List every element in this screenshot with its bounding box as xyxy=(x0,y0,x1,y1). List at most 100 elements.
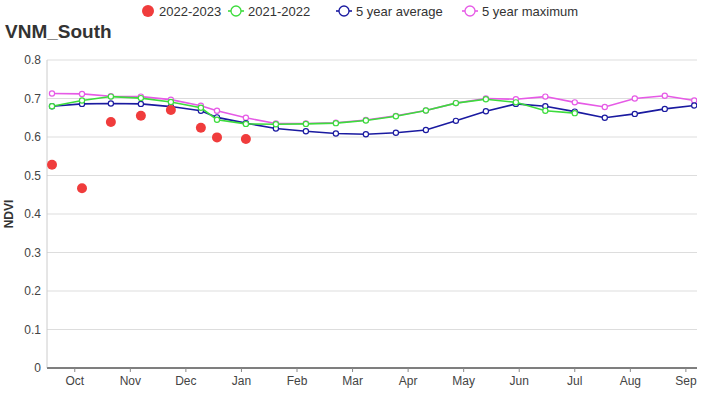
data-point xyxy=(632,111,637,116)
data-point xyxy=(333,121,338,126)
data-point xyxy=(632,96,637,101)
series-line xyxy=(52,97,575,125)
x-tick-label: Apr xyxy=(399,374,418,388)
x-tick-label: Nov xyxy=(120,374,141,388)
grid-line xyxy=(47,368,697,369)
data-point xyxy=(196,123,206,133)
data-point xyxy=(214,108,219,113)
x-tick xyxy=(297,368,298,372)
data-point xyxy=(138,101,143,106)
data-point xyxy=(363,132,368,137)
x-tick xyxy=(74,368,75,372)
data-point xyxy=(453,118,458,123)
data-point xyxy=(662,93,667,98)
data-point xyxy=(513,100,518,105)
data-point xyxy=(243,121,248,126)
y-tick-label: 0.6 xyxy=(24,130,41,144)
x-tick xyxy=(463,368,464,372)
x-tick-label: Aug xyxy=(620,374,641,388)
data-point xyxy=(572,100,577,105)
grid-line xyxy=(47,137,697,138)
data-point xyxy=(273,122,278,127)
grid-line xyxy=(47,252,697,253)
x-tick xyxy=(130,368,131,372)
y-tick-label: 0.1 xyxy=(24,323,41,337)
x-tick xyxy=(685,368,686,372)
data-point xyxy=(77,183,87,193)
y-axis-label: NDVI xyxy=(2,200,16,229)
data-point xyxy=(333,120,338,125)
x-tick xyxy=(630,368,631,372)
x-tick-label: May xyxy=(452,374,475,388)
x-tick xyxy=(574,368,575,372)
grid-line xyxy=(47,60,697,61)
legend-label: 2022-2023 xyxy=(159,4,221,19)
data-point xyxy=(393,130,398,135)
data-point xyxy=(79,91,84,96)
x-tick-label: Sep xyxy=(675,374,697,388)
y-tick-label: 0.8 xyxy=(24,53,41,67)
data-point xyxy=(483,96,488,101)
y-tick-label: 0 xyxy=(34,361,41,375)
chart: VNM_SouthNDVI00.10.20.30.40.50.60.70.8Oc… xyxy=(0,0,726,400)
data-point xyxy=(212,132,222,142)
data-point xyxy=(49,91,54,96)
data-point xyxy=(108,94,113,99)
legend-label: 2021-2022 xyxy=(248,4,310,19)
data-point xyxy=(483,109,488,114)
legend-label: 5 year average xyxy=(356,4,443,19)
y-tick-label: 0.5 xyxy=(24,169,41,183)
x-axis-line xyxy=(47,368,697,369)
data-point xyxy=(138,96,143,101)
data-point xyxy=(106,117,116,127)
data-point xyxy=(423,108,428,113)
data-point xyxy=(303,129,308,134)
x-tick-label: Dec xyxy=(175,374,196,388)
data-point xyxy=(453,101,458,106)
y-axis-line xyxy=(47,60,48,368)
data-point xyxy=(198,105,203,110)
data-point xyxy=(483,97,488,102)
y-tick-label: 0.4 xyxy=(24,207,41,221)
series-line xyxy=(52,94,694,124)
data-point xyxy=(49,104,54,109)
x-tick-label: Oct xyxy=(65,374,84,388)
x-tick xyxy=(241,368,242,372)
data-point xyxy=(393,114,398,119)
data-point xyxy=(303,121,308,126)
data-point xyxy=(166,105,176,115)
legend: 2022-20232021-20225 year average5 year m… xyxy=(142,4,578,19)
data-point xyxy=(303,121,308,126)
data-point xyxy=(243,115,248,120)
x-tick-label: Jul xyxy=(567,374,582,388)
x-tick-label: Mar xyxy=(342,374,363,388)
data-point xyxy=(543,94,548,99)
data-point xyxy=(423,108,428,113)
x-tick-label: Feb xyxy=(287,374,308,388)
x-tick-label: Jun xyxy=(510,374,529,388)
data-point xyxy=(243,121,248,126)
grid-line xyxy=(47,291,697,292)
y-tick-label: 0.7 xyxy=(24,92,41,106)
data-point xyxy=(572,111,577,116)
x-tick xyxy=(408,368,409,372)
data-point xyxy=(333,131,338,136)
grid-line xyxy=(47,329,697,330)
data-point xyxy=(241,134,251,144)
data-point xyxy=(602,115,607,120)
legend-marker xyxy=(339,6,349,16)
data-point xyxy=(662,106,667,111)
data-point xyxy=(393,113,398,118)
data-point xyxy=(47,160,57,170)
data-point xyxy=(543,108,548,113)
legend-marker xyxy=(231,6,241,16)
data-point xyxy=(79,98,84,103)
legend-marker xyxy=(465,6,475,16)
data-point xyxy=(363,118,368,123)
data-point xyxy=(168,99,173,104)
y-tick-label: 0.3 xyxy=(24,246,41,260)
grid-line xyxy=(47,214,697,215)
data-point xyxy=(602,104,607,109)
x-tick-label: Jan xyxy=(232,374,251,388)
data-point xyxy=(49,104,54,109)
